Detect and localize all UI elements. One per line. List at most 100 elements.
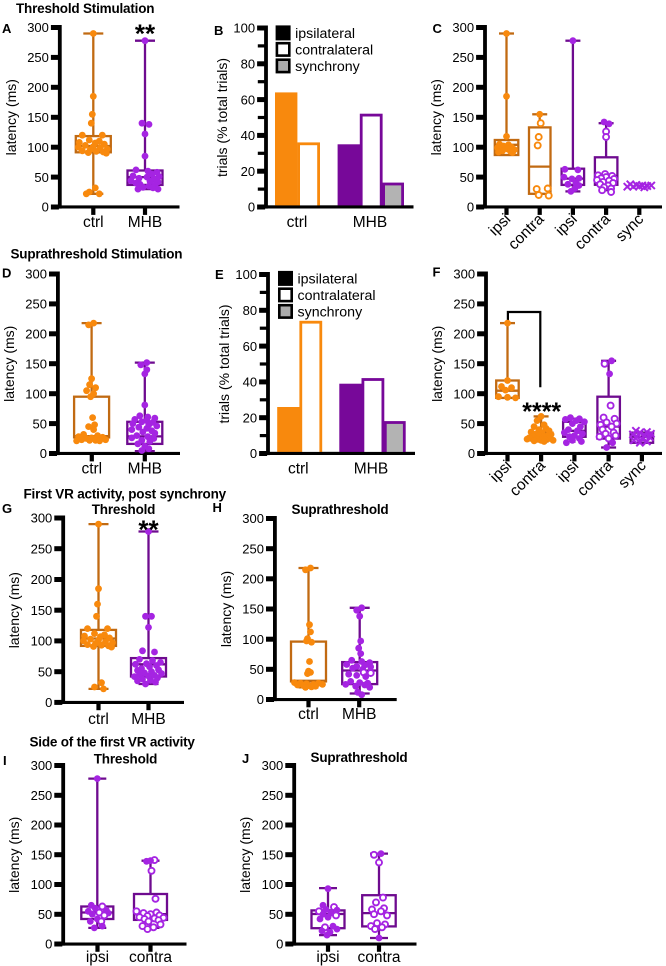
svg-text:C: C — [433, 21, 443, 36]
svg-text:300: 300 — [242, 511, 264, 526]
svg-text:I: I — [3, 753, 7, 768]
svg-text:0: 0 — [250, 446, 257, 461]
svg-text:latency (ms): latency (ms) — [6, 817, 22, 893]
svg-text:Suprathreshold Stimulation: Suprathreshold Stimulation — [11, 247, 183, 262]
svg-text:A: A — [2, 21, 12, 36]
svg-text:50: 50 — [38, 664, 52, 679]
svg-text:250: 250 — [452, 50, 474, 65]
svg-text:MHB: MHB — [131, 711, 165, 728]
svg-text:trials (% total trials): trials (% total trials) — [216, 304, 232, 423]
svg-text:200: 200 — [452, 80, 474, 95]
svg-text:latency (ms): latency (ms) — [237, 817, 253, 893]
svg-text:100: 100 — [31, 877, 53, 892]
svg-text:ctrl: ctrl — [88, 711, 109, 728]
svg-text:250: 250 — [242, 541, 264, 556]
svg-text:150: 150 — [31, 603, 53, 618]
svg-text:150: 150 — [25, 356, 47, 371]
svg-text:60: 60 — [243, 339, 257, 354]
svg-text:200: 200 — [31, 572, 53, 587]
svg-text:0: 0 — [42, 200, 49, 215]
svg-text:250: 250 — [31, 541, 53, 556]
svg-text:100: 100 — [262, 877, 284, 892]
svg-text:latency (ms): latency (ms) — [429, 326, 445, 402]
svg-text:100: 100 — [235, 267, 257, 282]
svg-text:40: 40 — [241, 128, 255, 143]
svg-text:B: B — [214, 23, 223, 38]
svg-text:ipsi: ipsi — [86, 949, 109, 966]
svg-text:0: 0 — [45, 937, 52, 952]
svg-text:0: 0 — [45, 695, 52, 710]
svg-text:latency (ms): latency (ms) — [218, 571, 234, 647]
svg-text:synchrony: synchrony — [298, 305, 364, 321]
svg-text:300: 300 — [452, 20, 474, 35]
svg-text:250: 250 — [27, 50, 49, 65]
svg-text:H: H — [213, 500, 222, 515]
svg-text:**: ** — [135, 18, 156, 48]
svg-text:D: D — [2, 266, 11, 281]
svg-text:ctrl: ctrl — [298, 706, 319, 723]
svg-text:100: 100 — [242, 632, 264, 647]
svg-text:200: 200 — [31, 818, 53, 833]
svg-text:ipsi: ipsi — [316, 949, 339, 966]
svg-text:ctrl: ctrl — [287, 214, 308, 231]
svg-text:ipsilateral: ipsilateral — [295, 26, 355, 42]
svg-text:50: 50 — [250, 662, 264, 677]
svg-text:20: 20 — [243, 410, 257, 425]
svg-text:0: 0 — [276, 937, 283, 952]
svg-text:J: J — [242, 751, 249, 766]
svg-text:200: 200 — [27, 80, 49, 95]
svg-text:250: 250 — [453, 297, 475, 312]
svg-text:100: 100 — [25, 386, 47, 401]
svg-text:50: 50 — [34, 170, 48, 185]
svg-text:0: 0 — [248, 200, 255, 215]
svg-text:contralateral: contralateral — [295, 43, 373, 59]
svg-text:40: 40 — [243, 375, 257, 390]
svg-text:150: 150 — [452, 110, 474, 125]
svg-text:G: G — [2, 501, 12, 516]
svg-text:Threshold Stimulation: Threshold Stimulation — [16, 1, 154, 16]
svg-text:MHB: MHB — [128, 461, 162, 478]
svg-text:200: 200 — [242, 572, 264, 587]
svg-text:ctrl: ctrl — [81, 461, 102, 478]
svg-text:100: 100 — [31, 634, 53, 649]
svg-text:Threshold: Threshold — [92, 502, 155, 517]
svg-text:latency (ms): latency (ms) — [3, 79, 19, 155]
svg-text:synchrony: synchrony — [295, 59, 361, 75]
svg-text:First VR activity, post synchr: First VR activity, post synchrony — [24, 487, 227, 502]
svg-text:150: 150 — [27, 110, 49, 125]
svg-text:0: 0 — [257, 692, 264, 707]
svg-text:trials (% total trials): trials (% total trials) — [214, 58, 230, 177]
svg-text:0: 0 — [468, 446, 475, 461]
svg-text:0: 0 — [40, 446, 47, 461]
svg-text:F: F — [433, 265, 441, 280]
svg-text:80: 80 — [243, 303, 257, 318]
svg-text:250: 250 — [262, 788, 284, 803]
svg-text:MHB: MHB — [342, 706, 376, 723]
svg-text:250: 250 — [31, 788, 53, 803]
svg-text:Side of the first VR activity: Side of the first VR activity — [30, 735, 196, 750]
svg-text:50: 50 — [460, 170, 474, 185]
svg-text:100: 100 — [452, 140, 474, 155]
svg-text:300: 300 — [262, 758, 284, 773]
svg-text:80: 80 — [241, 57, 255, 72]
svg-text:ipsilateral: ipsilateral — [298, 272, 358, 288]
svg-text:300: 300 — [31, 511, 53, 526]
svg-text:ctrl: ctrl — [83, 214, 104, 231]
svg-text:200: 200 — [453, 327, 475, 342]
svg-text:50: 50 — [461, 416, 475, 431]
svg-text:contra: contra — [357, 949, 400, 966]
svg-text:**: ** — [138, 515, 159, 545]
svg-text:E: E — [215, 267, 224, 282]
svg-text:150: 150 — [31, 848, 53, 863]
svg-text:Suprathreshold: Suprathreshold — [292, 502, 389, 517]
svg-text:50: 50 — [33, 416, 47, 431]
svg-text:60: 60 — [241, 92, 255, 107]
svg-text:100: 100 — [453, 386, 475, 401]
svg-text:latency (ms): latency (ms) — [6, 572, 22, 648]
svg-text:150: 150 — [262, 848, 284, 863]
svg-text:MHB: MHB — [353, 214, 387, 231]
svg-text:20: 20 — [241, 164, 255, 179]
svg-text:MHB: MHB — [354, 461, 388, 478]
svg-text:300: 300 — [31, 758, 53, 773]
svg-text:200: 200 — [262, 818, 284, 833]
